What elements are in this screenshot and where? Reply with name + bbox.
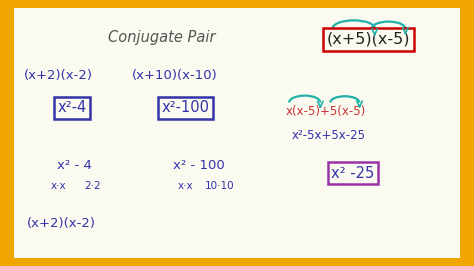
Text: x²-100: x²-100 (162, 101, 210, 115)
Text: (x+5)(x-5): (x+5)(x-5) (327, 32, 410, 47)
Text: x·x: x·x (51, 181, 66, 190)
Text: 2·2: 2·2 (84, 181, 100, 190)
Text: (x+2)(x-2): (x+2)(x-2) (24, 69, 93, 82)
Text: 10·10: 10·10 (204, 181, 234, 190)
Text: x²-4: x²-4 (57, 101, 87, 115)
Text: x²-5x+5x-25: x²-5x+5x-25 (292, 129, 365, 142)
Text: x·x: x·x (178, 181, 193, 190)
Text: x² - 100: x² - 100 (173, 159, 225, 172)
Text: Conjugate Pair: Conjugate Pair (108, 31, 215, 45)
Text: x(x-5)+5(x-5): x(x-5)+5(x-5) (286, 105, 366, 118)
Text: x² - 4: x² - 4 (57, 159, 92, 172)
Text: (x+2)(x-2): (x+2)(x-2) (27, 217, 95, 230)
Text: x² -25: x² -25 (331, 165, 374, 181)
Text: (x+10)(x-10): (x+10)(x-10) (132, 69, 218, 82)
